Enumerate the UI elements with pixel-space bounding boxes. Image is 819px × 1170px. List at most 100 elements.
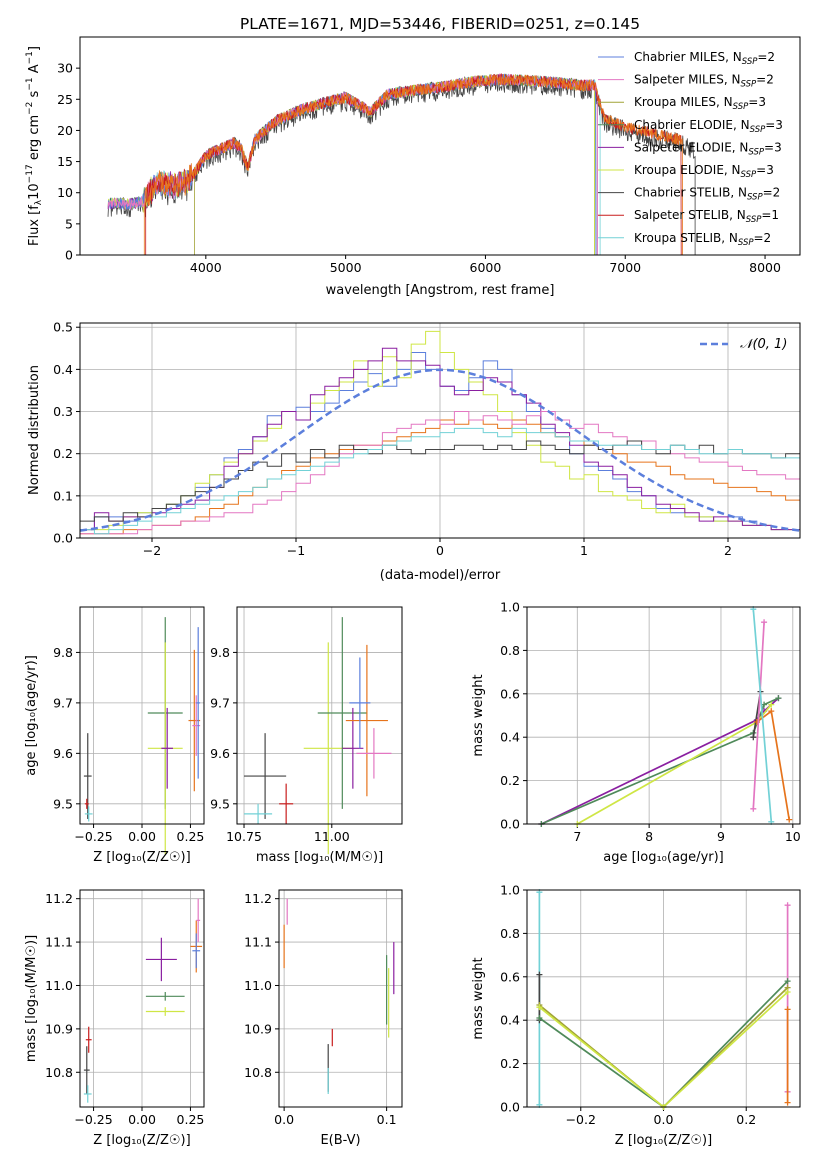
panel-6: 0.0 0.1 10.8 10.9 11.0 11.1 11.2 E(B-V) — [244, 889, 403, 1148]
histogram-step-c5 — [79, 330, 800, 538]
xlabel: age [log₁₀(age/yr)] — [603, 850, 724, 865]
spectrum-xtick-label: 4000 — [190, 260, 222, 275]
xtick-label: 0.00 — [128, 1112, 156, 1127]
xlabel: E(B-V) — [320, 1133, 360, 1148]
weight-marker-orange — [768, 708, 775, 715]
ytick-label: 0.2 — [500, 1056, 520, 1071]
ytick-label: 11.0 — [244, 978, 272, 993]
weight-marker-c3 — [536, 1015, 543, 1022]
spectrum-ytick-label: 20 — [57, 123, 73, 138]
histogram-step-c4 — [79, 347, 800, 538]
xtick-label: 0.25 — [177, 1112, 205, 1127]
histogram-ytick-label: 0.5 — [53, 320, 73, 335]
panel-5: −0.25 0.00 0.25 10.8 10.9 11.0 11.1 11.2 Z [log₁… — [24, 889, 205, 1148]
histogram-xtick-label: 2 — [724, 543, 732, 558]
histogram-xtick-label: 0 — [436, 543, 444, 558]
spectrum-ytick-label: 10 — [57, 185, 73, 200]
legend-label: Chabrier STELIB, NSSP=2 — [634, 186, 780, 203]
xlabel: Z [log₁₀(Z/Z☉)] — [93, 1133, 190, 1148]
ytick-label: 1.0 — [500, 883, 520, 898]
xtick-label: 10.75 — [226, 829, 262, 844]
histogram-xtick-label: −2 — [143, 543, 161, 558]
ytick-label: 0.4 — [500, 1013, 520, 1028]
spectrum-xtick-label: 7000 — [609, 260, 641, 275]
ylabel: mass weight — [471, 674, 486, 756]
spectrum-panel: 4000 5000 6000 7000 8000 0 5 10 15 20 25 30 wavelen… — [25, 36, 801, 298]
gaussian-curve — [79, 368, 801, 532]
ytick-label: 0.8 — [500, 643, 520, 658]
xtick-label: 7 — [573, 829, 581, 844]
histogram-ylabel: Normed distribution — [27, 365, 42, 495]
ytick-label: 11.1 — [244, 935, 272, 950]
ytick-label: 0.8 — [500, 926, 520, 941]
residual-histogram-panel: −2 −1 0 1 2 0.0 0.1 0.2 0.3 0.4 0.5 (data-model)/e… — [27, 320, 801, 583]
xtick-label: 0.0 — [654, 1112, 674, 1127]
ytick-label: 0.0 — [500, 817, 520, 832]
xtick-label: 8 — [645, 829, 653, 844]
legend-label: Kroupa STELIB, NSSP=2 — [634, 231, 771, 248]
ytick-label: 9.5 — [53, 796, 73, 811]
ytick-label: 0.6 — [500, 686, 520, 701]
xtick-label: 9 — [717, 829, 725, 844]
xlabel: mass [log₁₀(M/M☉)] — [256, 850, 383, 865]
histogram-xlabel: (data-model)/error — [380, 568, 501, 583]
spectrum-xtick-label: 6000 — [470, 260, 502, 275]
weight-marker-c6 — [750, 734, 757, 741]
weight-marker-c6 — [536, 971, 543, 978]
spectrum-xlabel: wavelength [Angstrom, rest frame] — [326, 283, 555, 298]
legend-label: Chabrier ELODIE, NSSP=3 — [634, 118, 783, 135]
weight-marker-c3 — [784, 978, 791, 985]
histogram-ytick-label: 0.2 — [53, 446, 73, 461]
ytick-label: 9.8 — [53, 645, 73, 660]
ytick-label: 10.8 — [244, 1065, 272, 1080]
ytick-label: 9.8 — [210, 645, 230, 660]
spectrum-line-c7 — [145, 73, 682, 256]
histogram-xtick-label: −1 — [287, 543, 305, 558]
histogram-ytick-label: 0.4 — [53, 362, 73, 377]
spectrum-title: PLATE=1671, MJD=53446, FIBERID=0251, z=0… — [240, 15, 640, 33]
panel-4: 7 8 9 10 0.0 0.2 0.4 0.6 0.8 1.0 age [log₁₀(age/yr… — [471, 600, 801, 866]
histogram-xtick-label: 1 — [580, 543, 588, 558]
histogram-ytick-label: 0.1 — [53, 488, 73, 503]
xtick-label: −0.25 — [74, 829, 112, 844]
ylabel: age [log₁₀(age/yr)] — [24, 655, 39, 776]
weight-line-c1 — [752, 622, 765, 809]
axes-frame — [526, 889, 801, 1108]
panel-3: 10.75 11.00 9.5 9.6 9.7 9.8 mass [log₁₀(M/M☉)] — [210, 606, 403, 865]
histogram-step-c0 — [79, 352, 800, 538]
xlabel: Z [log₁₀(Z/Z☉)] — [93, 850, 190, 865]
gauss-legend-label: 𝒩(0, 1) — [740, 337, 787, 352]
spectrum-line-c2 — [194, 73, 595, 255]
weight-marker-c1 — [750, 805, 757, 812]
ytick-label: 9.5 — [210, 796, 230, 811]
legend-label: Chabrier MILES, NSSP=2 — [634, 50, 775, 67]
xlabel: Z [log₁₀(Z/Z☉)] — [615, 1133, 712, 1148]
spectrum-xtick-label: 5000 — [330, 260, 362, 275]
histogram-ytick-label: 0.3 — [53, 404, 73, 419]
ytick-label: 10.9 — [45, 1021, 73, 1036]
ytick-label: 11.2 — [244, 891, 272, 906]
spectrum-ylabel: Flux [fλ10−17 erg cm−2 s−1 A−1] — [25, 46, 44, 246]
axes-frame — [236, 606, 403, 825]
histogram-step-c8 — [79, 427, 800, 538]
histogram-ytick-label: 0.0 — [53, 531, 73, 546]
weight-marker-orange — [784, 1099, 791, 1106]
xtick-label: −0.2 — [566, 1112, 596, 1127]
xtick-label: 0.25 — [177, 829, 205, 844]
legend-label: Salpeter MILES, NSSP=2 — [634, 73, 774, 90]
ytick-label: 11.2 — [45, 891, 73, 906]
ytick-label: 0.2 — [500, 773, 520, 788]
weight-marker-c3 — [775, 695, 782, 702]
spectrum-ytick-label: 30 — [57, 61, 73, 76]
weight-marker-c5 — [784, 988, 791, 995]
ytick-label: 10.8 — [45, 1065, 73, 1080]
panel-2: −0.25 0.00 0.25 9.5 9.6 9.7 9.8 Z [log₁₀(Z/Z☉)]… — [24, 606, 205, 865]
axes-frame — [278, 889, 403, 1108]
spectrum-xtick-label: 8000 — [749, 260, 781, 275]
weight-line-c8 — [752, 609, 773, 822]
xtick-label: −0.25 — [74, 1112, 112, 1127]
weight-marker-c5 — [768, 701, 775, 708]
histogram-legend: 𝒩(0, 1) — [700, 337, 787, 352]
legend-label: Salpeter ELODIE, NSSP=3 — [634, 140, 782, 157]
